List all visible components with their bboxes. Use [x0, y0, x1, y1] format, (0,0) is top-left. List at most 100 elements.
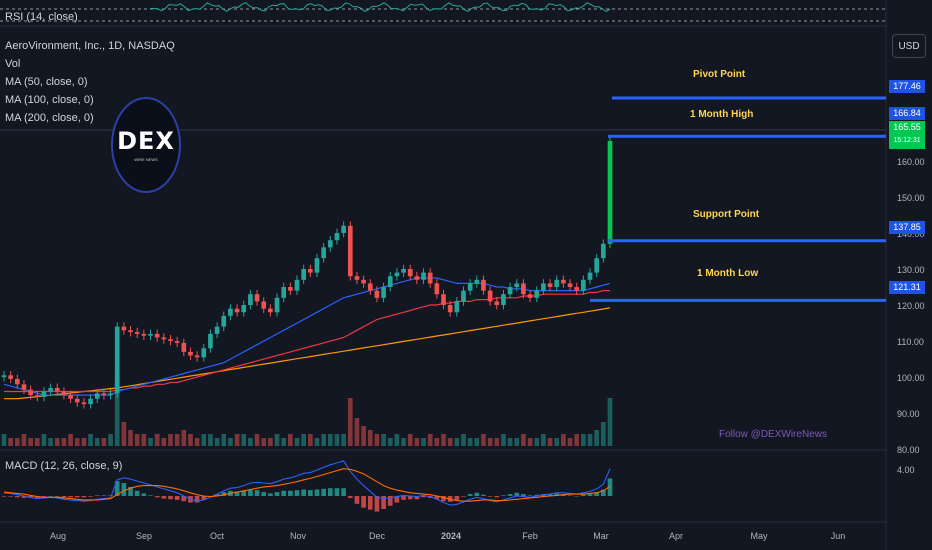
- candle-body: [48, 387, 53, 392]
- pivot-point-label: Pivot Point: [693, 69, 746, 80]
- candle-body: [101, 393, 107, 396]
- macd-histogram-bar: [394, 496, 400, 503]
- volume-bar: [61, 438, 67, 446]
- volume-bars: [1, 374, 613, 446]
- macd-histogram-bar: [254, 490, 260, 496]
- volume-bar: [228, 438, 233, 446]
- volume-bar: [434, 438, 440, 446]
- macd-histogram-bar: [214, 494, 220, 496]
- volume-bar: [288, 434, 293, 446]
- ma100-line: [4, 290, 610, 393]
- volume-bar: [181, 430, 187, 446]
- macd-pane: [1, 460, 613, 512]
- volume-bar: [314, 438, 320, 446]
- time-tick-label: Mar: [593, 531, 609, 541]
- macd-histogram-bar: [587, 494, 593, 496]
- candle-body: [321, 247, 326, 259]
- volume-bar: [441, 434, 446, 446]
- macd-histogram-bar: [547, 494, 553, 496]
- macd-histogram-bar: [514, 492, 520, 496]
- macd-histogram-bar: [274, 492, 280, 496]
- candle-body: [21, 384, 27, 390]
- currency-button[interactable]: USD: [892, 34, 926, 58]
- ma100-legend[interactable]: MA (100, close, 0): [5, 94, 94, 106]
- candle-body: [467, 283, 473, 291]
- candle-body: [1, 375, 7, 378]
- month-high-price-tag: 166.84: [889, 107, 925, 120]
- volume-bar: [401, 438, 406, 446]
- macd-histogram-bar: [294, 490, 300, 496]
- macd-histogram-bar: [421, 496, 426, 498]
- volume-bar: [421, 438, 426, 446]
- macd-histogram-bar: [88, 496, 93, 497]
- volume-bar: [507, 438, 513, 446]
- candle-body: [194, 355, 200, 358]
- macd-histogram-bar: [108, 495, 113, 496]
- volume-bar: [467, 438, 473, 446]
- time-tick-label: May: [750, 531, 768, 541]
- macd-histogram-bar: [487, 496, 493, 497]
- macd-histogram-bar: [114, 481, 120, 496]
- volume-bar: [394, 434, 400, 446]
- candle-body: [34, 395, 40, 397]
- candle-body: [527, 294, 533, 298]
- volume-bar: [561, 434, 566, 446]
- candle-body: [148, 333, 153, 336]
- volume-bar: [341, 434, 346, 446]
- macd-histogram-bar: [141, 493, 147, 496]
- volume-bar: [141, 434, 147, 446]
- candle-body: [507, 287, 513, 295]
- candle-body: [581, 279, 586, 291]
- signal-line: [3, 468, 611, 502]
- volume-bar: [14, 438, 20, 446]
- volume-bar: [214, 438, 220, 446]
- macd-histogram-bar: [414, 496, 420, 500]
- volume-bar: [547, 438, 553, 446]
- macd-histogram-bar: [221, 492, 227, 496]
- volume-bar: [88, 434, 93, 446]
- candle-body: [461, 290, 466, 302]
- macd-histogram-bar: [134, 490, 140, 496]
- volume-bar: [581, 434, 586, 446]
- symbol-legend[interactable]: AeroVironment, Inc., 1D, NASDAQ: [5, 40, 175, 52]
- ma50-legend[interactable]: MA (50, close, 0): [5, 76, 88, 88]
- volume-bar: [554, 438, 560, 446]
- volume-bar: [294, 438, 300, 446]
- macd-histogram-bar: [194, 496, 200, 503]
- macd-histogram-bar: [307, 490, 313, 496]
- chart-axes: 80.0090.00100.00110.00120.00130.00140.00…: [50, 85, 925, 541]
- macd-histogram-bar: [1, 496, 7, 497]
- rsi-legend[interactable]: RSI (14, close): [5, 11, 78, 23]
- macd-histogram-bar: [461, 496, 466, 497]
- volume-bar: [347, 398, 353, 446]
- volume-bar: [407, 434, 413, 446]
- candle-body: [201, 348, 207, 358]
- volume-bar: [241, 434, 247, 446]
- time-tick-label: Dec: [369, 531, 386, 541]
- vol-legend[interactable]: Vol: [5, 58, 21, 70]
- volume-bar: [321, 434, 326, 446]
- macd-histogram-bar: [601, 489, 606, 496]
- candle-body: [301, 269, 307, 280]
- time-tick-label: Feb: [522, 531, 538, 541]
- macd-legend[interactable]: MACD (12, 26, close, 9): [5, 460, 123, 472]
- candle-body: [501, 294, 506, 306]
- time-tick-label: Nov: [290, 531, 307, 541]
- macd-histogram-bar: [168, 496, 173, 500]
- ma200-legend[interactable]: MA (200, close, 0): [5, 112, 94, 124]
- macd-histogram-bar: [154, 496, 160, 498]
- volume-bar: [454, 438, 460, 446]
- time-tick-label: Jun: [831, 531, 846, 541]
- volume-bar: [381, 434, 386, 446]
- candle-body: [554, 279, 560, 288]
- ma200-line: [4, 307, 611, 400]
- volume-bar: [41, 434, 47, 446]
- candle-body: [307, 269, 313, 273]
- macd-histogram-bar: [94, 495, 100, 496]
- volume-bar: [194, 438, 200, 446]
- candle-body: [41, 391, 47, 397]
- candle-body: [161, 337, 167, 340]
- macd-histogram-bar: [401, 496, 406, 500]
- volume-bar: [274, 434, 280, 446]
